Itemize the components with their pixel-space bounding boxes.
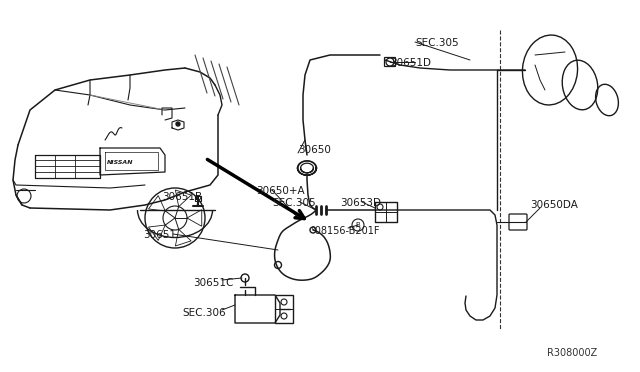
Text: B: B [356, 222, 360, 228]
Text: 30651: 30651 [143, 230, 176, 240]
Text: 30650DA: 30650DA [530, 200, 578, 210]
Text: NISSAN: NISSAN [107, 160, 133, 166]
Text: 30653D: 30653D [340, 198, 381, 208]
Text: 30651C: 30651C [193, 278, 234, 288]
Text: SEC.305: SEC.305 [415, 38, 459, 48]
Text: °08156-B201F: °08156-B201F [310, 226, 380, 236]
Text: 30651B: 30651B [162, 192, 202, 202]
Text: SEC.305: SEC.305 [272, 198, 316, 208]
Text: 30650+A: 30650+A [256, 186, 305, 196]
Text: 30650: 30650 [298, 145, 331, 155]
Circle shape [176, 122, 180, 126]
Bar [195, 196, 201, 201]
Text: R308000Z: R308000Z [547, 348, 597, 358]
Text: 30651D: 30651D [390, 58, 431, 68]
Text: SEC.306: SEC.306 [182, 308, 226, 318]
